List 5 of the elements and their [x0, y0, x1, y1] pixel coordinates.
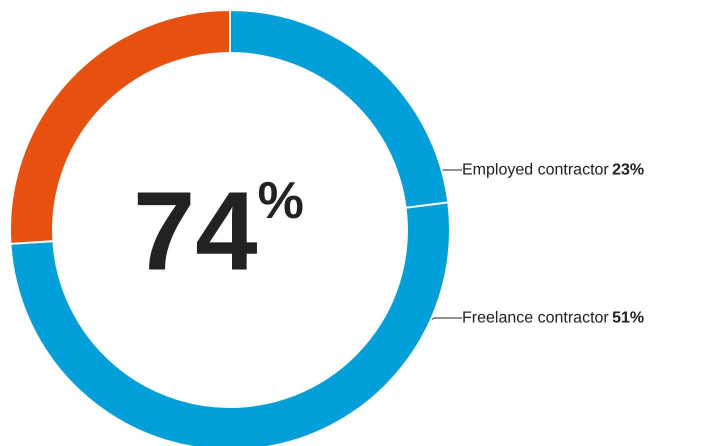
slice-label: Freelance contractor [462, 310, 610, 326]
text: 74% [133, 168, 304, 294]
data-label: 51% [612, 310, 644, 326]
slice-label: Employed contractor [462, 162, 610, 178]
data-label: 23% [612, 162, 644, 178]
